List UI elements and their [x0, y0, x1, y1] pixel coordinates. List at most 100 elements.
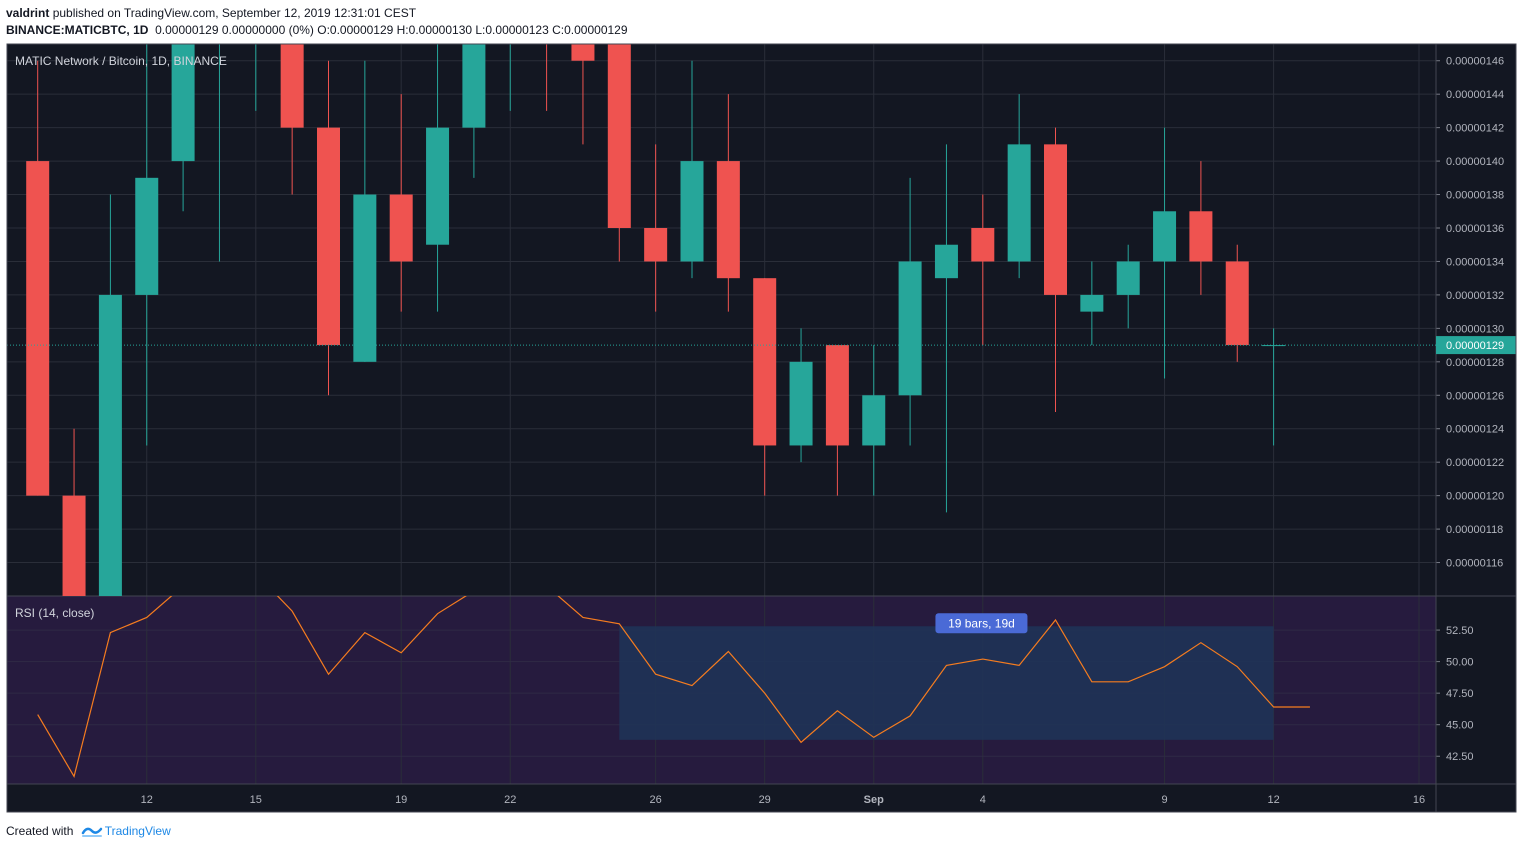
- candle-body: [971, 228, 995, 262]
- author-name: valdrint: [6, 6, 50, 20]
- candle-body: [862, 395, 886, 446]
- publish-info: valdrint published on TradingView.com, S…: [6, 6, 416, 20]
- candle-body: [280, 44, 304, 128]
- candle: [26, 60, 50, 496]
- chart-title: MATIC Network / Bitcoin, 1D, BINANCE: [15, 54, 227, 68]
- candle-body: [426, 127, 450, 245]
- candle-body: [135, 177, 159, 295]
- rsi-tick-label: 50.00: [1446, 657, 1474, 669]
- candle: [934, 144, 958, 513]
- candle: [680, 60, 704, 279]
- candle: [825, 345, 849, 496]
- candle-body: [571, 44, 595, 61]
- candle: [389, 94, 413, 312]
- x-tick-label: 12: [141, 794, 153, 806]
- price-pane-bg: [7, 44, 1436, 596]
- y-tick-label: 0.00000142: [1446, 123, 1504, 135]
- y-tick-label: 0.00000118: [1446, 524, 1503, 536]
- candle-body: [1225, 261, 1249, 346]
- candle: [1225, 244, 1249, 362]
- candle: [499, 0, 522, 111]
- candle: [1080, 261, 1104, 346]
- rsi-line: [37, 596, 1310, 778]
- x-tick-label: 26: [650, 794, 662, 806]
- footer: Created with TradingView: [6, 824, 171, 839]
- candle: [218, 44, 220, 262]
- candle: [255, 44, 257, 111]
- y-tick-label: 0.00000140: [1446, 156, 1504, 168]
- candle: [135, 44, 159, 446]
- rsi-tick-label: 45.00: [1446, 720, 1474, 732]
- range-label: 19 bars, 19d: [948, 616, 1015, 630]
- candle-body: [462, 44, 486, 128]
- chart-frame: [6, 43, 1517, 813]
- candle: [716, 94, 740, 312]
- x-tick-label: 22: [504, 794, 516, 806]
- candle-body: [1044, 144, 1067, 295]
- candle-body: [62, 495, 86, 596]
- tradingview-logo-icon: [81, 827, 102, 837]
- candle-body: [716, 161, 740, 279]
- candle-body: [898, 261, 922, 396]
- footer-prefix: Created with: [6, 824, 74, 838]
- x-tick-label: 12: [1267, 794, 1279, 806]
- candle-body: [607, 44, 631, 228]
- rsi-tick-label: 47.50: [1446, 688, 1474, 700]
- candle: [98, 194, 122, 596]
- candle: [546, 44, 548, 111]
- current-price-tag: [1436, 336, 1516, 355]
- y-tick-label: 0.00000120: [1446, 491, 1504, 503]
- x-tick-label: 29: [759, 794, 771, 806]
- candle: [317, 60, 340, 396]
- y-tick-label: 0.00000116: [1446, 558, 1503, 570]
- candle-body: [789, 361, 813, 446]
- y-tick-label: 0.00000132: [1446, 290, 1504, 302]
- ohlc-values: 0.00000129 0.00000000 (0%) O:0.00000129 …: [155, 23, 628, 37]
- footer-brand[interactable]: TradingView: [104, 824, 171, 838]
- rsi-series: [37, 596, 1310, 778]
- price-axis-bg: [1436, 44, 1516, 812]
- candle-body: [753, 278, 777, 446]
- x-tick-label: 9: [1161, 794, 1167, 806]
- rsi-title: RSI (14, close): [15, 606, 94, 620]
- y-tick-label: 0.00000124: [1446, 424, 1504, 436]
- candle: [1153, 127, 1177, 379]
- candle-body: [499, 0, 522, 27]
- candle-body: [934, 244, 958, 279]
- publish-text: published on TradingView.com, September …: [52, 6, 417, 20]
- y-tick-label: 0.00000122: [1446, 457, 1504, 469]
- candle: [753, 278, 777, 496]
- candle-body: [1080, 294, 1104, 312]
- candle-body: [644, 228, 668, 262]
- candle: [1044, 127, 1067, 412]
- candle-body: [389, 194, 413, 262]
- candle-body: [1153, 211, 1177, 262]
- candle: [462, 44, 486, 178]
- y-tick-label: 0.00000134: [1446, 256, 1504, 268]
- candle-body: [1007, 144, 1031, 262]
- y-tick-label: 0.00000128: [1446, 357, 1504, 369]
- y-tick-label: 0.00000130: [1446, 323, 1504, 335]
- candle: [1007, 94, 1031, 279]
- candle: [426, 44, 450, 312]
- range-measure-box: [619, 626, 1274, 740]
- candle: [171, 44, 195, 212]
- candle: [862, 345, 886, 496]
- y-tick-label: 0.00000136: [1446, 223, 1504, 235]
- x-tick-label: Sep: [864, 794, 884, 806]
- y-tick-label: 0.00000138: [1446, 190, 1504, 202]
- candle: [280, 44, 304, 195]
- candle: [789, 328, 813, 463]
- candle: [62, 428, 86, 596]
- candle: [571, 44, 595, 145]
- current-price-label: 0.00000129: [1446, 340, 1504, 352]
- candle: [353, 60, 377, 362]
- candle-body: [26, 161, 50, 496]
- ohlc-info: BINANCE:MATICBTC, 1D 0.00000129 0.000000…: [6, 23, 628, 37]
- candle-body: [825, 345, 849, 446]
- y-tick-label: 0.00000126: [1446, 390, 1504, 402]
- candle-body: [353, 194, 377, 362]
- y-tick-label: 0.00000144: [1446, 89, 1504, 101]
- candle-body: [1189, 211, 1213, 262]
